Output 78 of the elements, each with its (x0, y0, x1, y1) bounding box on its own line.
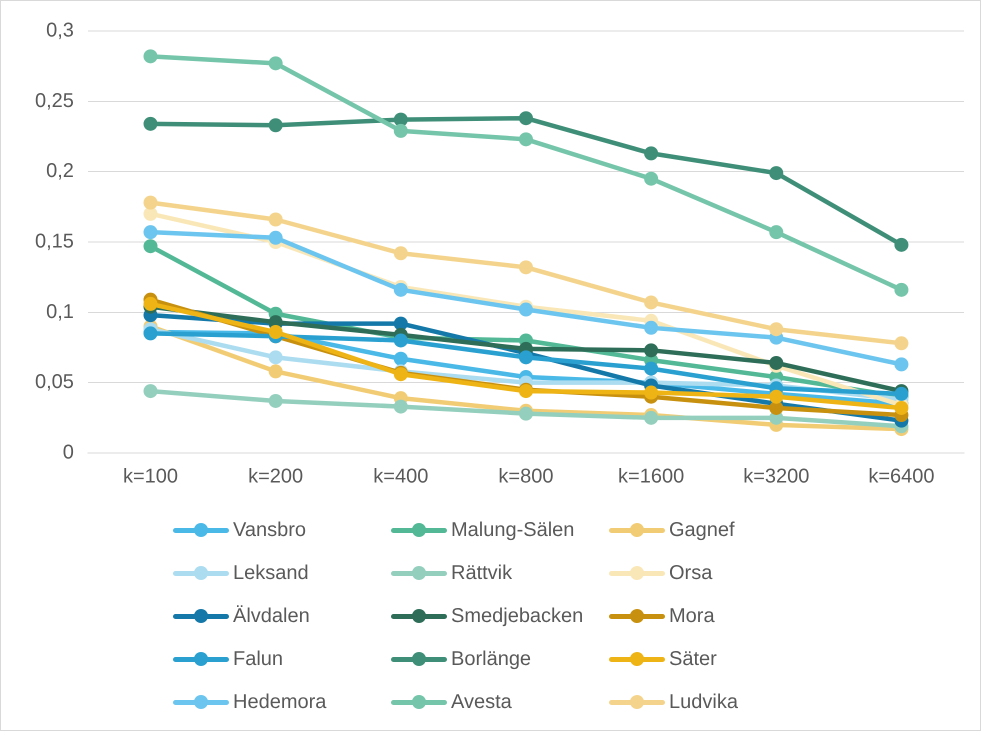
point (518, 132, 533, 146)
legend-label: Avesta (451, 690, 512, 714)
point (894, 282, 908, 297)
point (769, 322, 784, 336)
legend-label: Vansbro (233, 518, 306, 542)
point (394, 400, 408, 414)
x-tick-label: k=400 (373, 466, 428, 488)
y-tick-label: 0,25 (34, 90, 74, 112)
point (518, 406, 533, 421)
legend-label: Mora (669, 604, 715, 628)
point (394, 282, 408, 297)
point (268, 56, 283, 70)
x-tick-label: k=6400 (868, 466, 935, 488)
x-tick-label: k=1600 (618, 466, 684, 488)
y-tick-label: 0,05 (34, 371, 74, 394)
point (894, 400, 908, 415)
point (268, 394, 283, 408)
x-tick-label: k=800 (498, 466, 554, 488)
legend-label: Rättvik (451, 562, 512, 584)
point (144, 239, 158, 254)
point (769, 225, 784, 240)
legend-label: Hedemora (233, 690, 326, 714)
point (644, 362, 658, 376)
y-tick-label: 0,3 (46, 20, 74, 42)
point (144, 49, 158, 64)
point (518, 111, 533, 126)
point (518, 350, 533, 364)
point (769, 356, 784, 370)
point (644, 295, 658, 310)
y-tick-label: 0,1 (46, 300, 74, 323)
legend-label: Smedjebacken (451, 604, 584, 628)
point (644, 146, 658, 160)
y-tick-label: 0,2 (46, 160, 74, 182)
legend-label: Säter (669, 648, 717, 670)
point (394, 124, 408, 138)
x-tick-label: k=3200 (743, 466, 810, 488)
x-tick-label: k=100 (122, 466, 178, 488)
point (144, 206, 158, 221)
point (644, 386, 658, 400)
point (268, 350, 283, 364)
point (894, 357, 908, 372)
legend-label: Malung-Sälen (451, 518, 574, 542)
legend-label: Älvdalen (233, 604, 310, 628)
x-tick-label: k=200 (248, 466, 304, 488)
point (394, 316, 408, 331)
legend-label: Leksand (233, 562, 309, 584)
point (144, 225, 158, 240)
legend-label: Orsa (669, 562, 712, 584)
point (518, 302, 533, 317)
point (644, 172, 658, 186)
y-tick-label: 0 (62, 442, 74, 464)
point (394, 333, 408, 348)
point (144, 116, 158, 131)
y-tick-label: 0,15 (34, 230, 74, 253)
point (394, 352, 408, 366)
legend-label: Falun (233, 648, 284, 670)
point (268, 364, 283, 378)
point (644, 410, 658, 425)
point (769, 166, 784, 180)
legend-label: Ludvika (669, 690, 738, 714)
point (144, 384, 158, 398)
point (894, 386, 908, 401)
point (268, 212, 283, 226)
point (268, 118, 283, 132)
point (644, 320, 658, 335)
point (894, 238, 908, 252)
point (394, 112, 408, 127)
point (894, 336, 908, 350)
point (518, 260, 533, 274)
point (268, 230, 283, 245)
point (394, 246, 408, 260)
legend-label: Borlänge (451, 648, 532, 670)
point (644, 343, 658, 358)
point (769, 390, 784, 404)
legend-label: Gagnef (669, 518, 735, 542)
point (144, 296, 158, 311)
point (769, 400, 784, 415)
point (144, 196, 158, 210)
